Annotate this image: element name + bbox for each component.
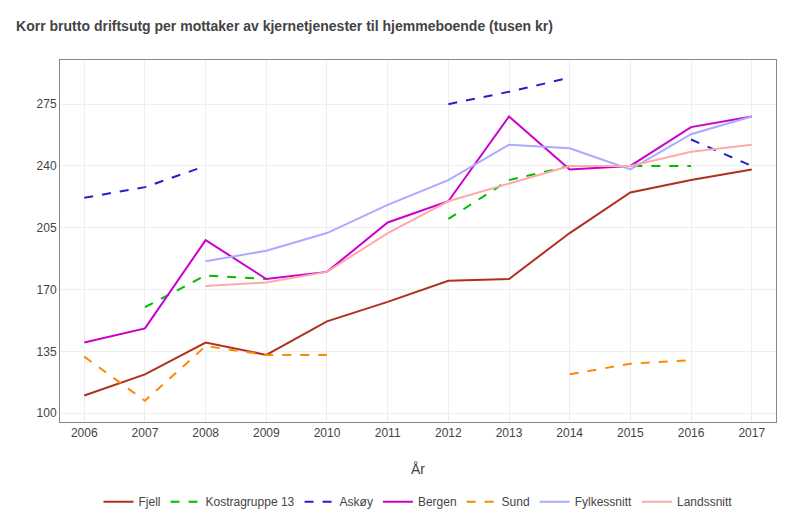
svg-text:2015: 2015: [617, 426, 644, 440]
svg-text:Fylkessnitt: Fylkessnitt: [575, 495, 632, 509]
svg-text:2010: 2010: [314, 426, 341, 440]
svg-text:Landssnitt: Landssnitt: [677, 495, 732, 509]
svg-text:2011: 2011: [375, 426, 401, 440]
svg-text:2014: 2014: [556, 426, 583, 440]
svg-text:Fjell: Fjell: [139, 495, 161, 509]
svg-text:Sund: Sund: [502, 495, 530, 509]
svg-text:2016: 2016: [678, 426, 705, 440]
svg-text:135: 135: [37, 345, 57, 359]
svg-text:2009: 2009: [253, 426, 280, 440]
svg-text:2006: 2006: [71, 426, 98, 440]
svg-text:2017: 2017: [738, 426, 765, 440]
svg-text:Kostragruppe 13: Kostragruppe 13: [206, 495, 295, 509]
svg-text:275: 275: [37, 97, 57, 111]
svg-text:2013: 2013: [496, 426, 523, 440]
svg-text:170: 170: [37, 283, 57, 297]
svg-text:205: 205: [37, 221, 57, 235]
svg-text:2007: 2007: [132, 426, 159, 440]
svg-text:Askøy: Askøy: [340, 495, 373, 509]
svg-text:Korr brutto driftsutg per mott: Korr brutto driftsutg per mottaker av kj…: [16, 18, 553, 34]
svg-text:2008: 2008: [192, 426, 219, 440]
svg-text:100: 100: [37, 406, 57, 420]
svg-text:2012: 2012: [435, 426, 462, 440]
svg-text:Bergen: Bergen: [418, 495, 457, 509]
svg-text:240: 240: [37, 159, 57, 173]
svg-text:År: År: [411, 461, 425, 477]
